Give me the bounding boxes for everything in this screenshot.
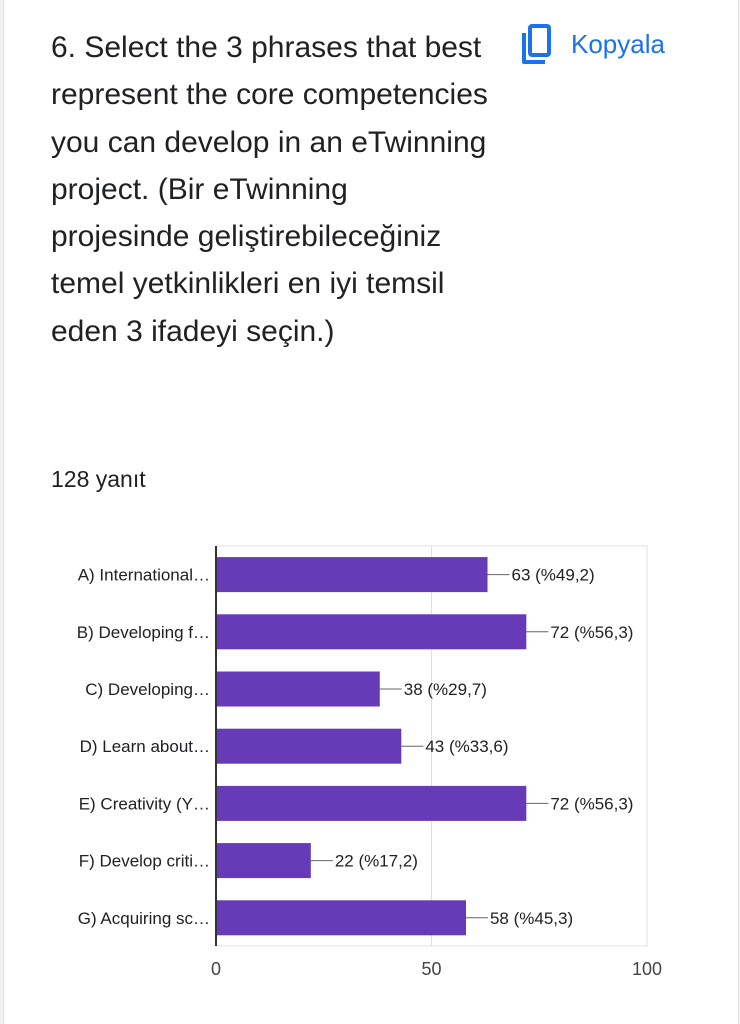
x-tick-label: 100 <box>632 959 662 979</box>
copy-icon <box>519 23 551 65</box>
data-label: 72 (%56,3) <box>550 623 633 642</box>
x-tick-label: 50 <box>421 959 441 979</box>
bar <box>216 557 488 593</box>
category-label: B) Developing f… <box>77 623 210 642</box>
bar <box>216 785 527 821</box>
bar <box>216 900 466 936</box>
category-label: F) Develop criti… <box>79 852 210 871</box>
category-label: A) International… <box>78 566 210 585</box>
category-label: E) Creativity (Y… <box>79 794 210 813</box>
data-label: 63 (%49,2) <box>512 566 595 585</box>
bar <box>216 728 402 764</box>
data-label: 43 (%33,6) <box>425 737 508 756</box>
copy-label: Kopyala <box>571 28 665 59</box>
data-label: 58 (%45,3) <box>490 909 573 928</box>
bar <box>216 614 527 650</box>
data-label: 38 (%29,7) <box>404 680 487 699</box>
bar <box>216 843 311 879</box>
data-label: 72 (%56,3) <box>550 794 633 813</box>
x-tick-label: 0 <box>211 959 221 979</box>
question-title: 6. Select the 3 phrases that best repres… <box>51 31 488 348</box>
category-label: C) Developing… <box>85 680 210 699</box>
category-label: G) Acquiring sc… <box>78 909 210 928</box>
category-label: D) Learn about… <box>80 737 210 756</box>
response-count: 128 yanıt <box>51 466 146 492</box>
data-label: 22 (%17,2) <box>335 852 418 871</box>
question-card: 6. Select the 3 phrases that best repres… <box>3 0 739 1024</box>
copy-chart-button[interactable]: Kopyala <box>519 22 665 66</box>
bar <box>216 671 380 707</box>
